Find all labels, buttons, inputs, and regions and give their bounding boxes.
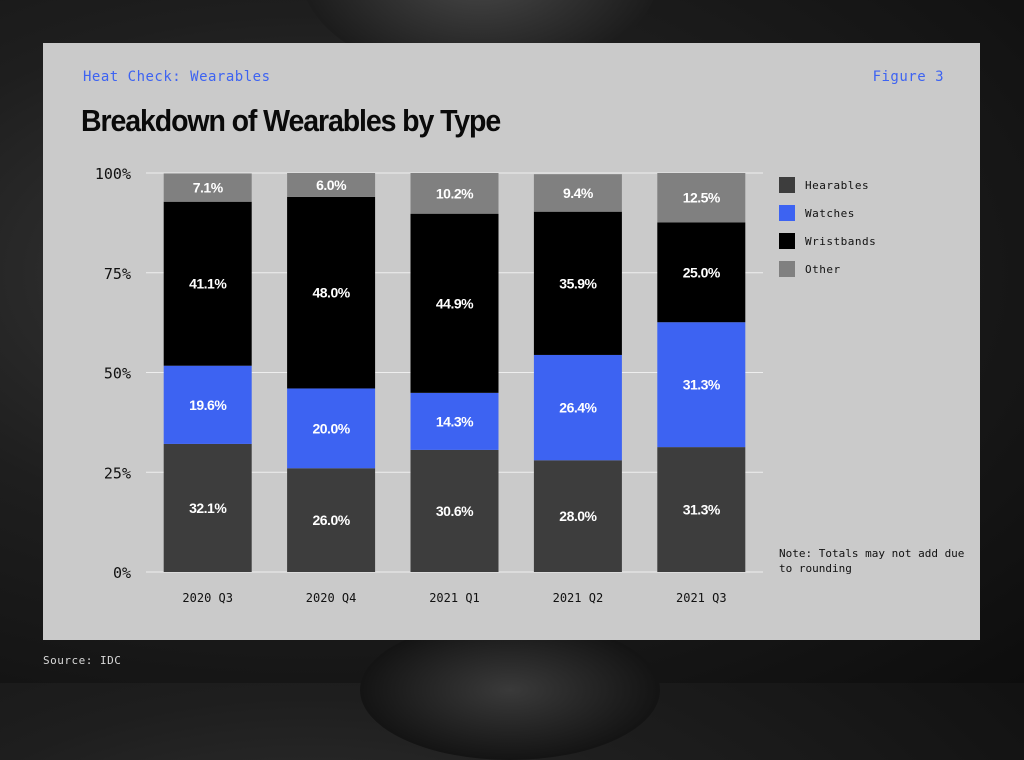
bar-watches [287,388,376,469]
legend-swatch-watches [779,205,795,221]
chart-card: Heat Check: Wearables Figure 3 Breakdown… [43,43,980,640]
bar-other [410,173,499,214]
y-tick-label: 75% [104,265,131,283]
legend-label: Other [805,262,841,276]
data-label: 25.0% [683,264,721,280]
source-label: Source: IDC [43,654,122,667]
legend-label: Wristbands [805,234,877,248]
kicker-label: Heat Check: Wearables [83,69,271,85]
data-label: 28.0% [559,508,597,524]
chart-title: Breakdown of Wearables by Type [81,103,501,138]
bars [163,173,746,572]
y-tick-label: 50% [104,365,131,383]
bar-hearables [657,447,746,572]
bar-wristbands [287,196,376,389]
bar-wristbands [533,211,622,355]
legend-item-hearables: Hearables [779,171,876,199]
legend-label: Hearables [805,178,870,192]
x-tick-label: 2021 Q3 [676,591,727,605]
data-label: 10.2% [436,185,474,201]
x-tick-label: 2021 Q1 [429,591,480,605]
legend-swatch-hearables [779,177,795,193]
legend-item-wristbands: Wristbands [779,227,876,255]
data-label: 19.6% [189,397,227,413]
stacked-bar-chart: 0% 25% 50% 75% 100% 32.1% 19.6% 41.1% 7.1% 2020 … [95,165,763,605]
background-photo-lower [360,620,660,760]
y-tick-label: 100% [95,165,131,183]
legend-label: Watches [805,206,855,220]
data-label: 30.6% [436,503,474,519]
bar-watches [410,392,499,450]
legend: Hearables Watches Wristbands Other [779,171,876,283]
data-label: 41.1% [189,276,227,292]
x-tick-label: 2020 Q4 [306,591,357,605]
figure-label: Figure 3 [872,69,944,85]
y-tick-label: 25% [104,464,131,482]
data-label: 26.4% [559,400,597,416]
bar-wristbands [410,213,499,393]
data-label: 31.3% [683,502,721,518]
data-label: 14.3% [436,413,474,429]
data-label: 12.5% [683,190,721,206]
legend-item-other: Other [779,255,876,283]
legend-swatch-wristbands [779,233,795,249]
bar-watches [657,322,746,448]
data-label: 44.9% [436,295,474,311]
data-label: 32.1% [189,500,227,516]
bar-hearables [163,443,252,572]
x-tick-label: 2021 Q2 [553,591,604,605]
data-label: 26.0% [312,512,350,528]
bar-other [657,173,746,223]
rounding-note: Note: Totals may not add due to rounding [779,547,965,575]
bar-other [287,173,376,197]
bar-wristbands [657,222,746,323]
data-label: 48.0% [312,285,350,301]
bar-wristbands [163,201,252,366]
bar-other [533,174,622,212]
data-label: 6.0% [316,177,347,193]
data-label: 31.3% [683,377,721,393]
legend-swatch-other [779,261,795,277]
bar-hearables [410,449,499,572]
y-tick-label: 0% [113,564,131,582]
bar-watches [163,365,252,444]
legend-item-watches: Watches [779,199,876,227]
data-label: 7.1% [193,180,224,196]
x-tick-label: 2020 Q3 [182,591,233,605]
bar-hearables [533,460,622,572]
bar-watches [533,354,622,461]
data-label: 35.9% [559,275,597,291]
data-labels: 32.1% 19.6% 41.1% 7.1% 2020 Q3 26.0% 20.0% 48.0… [182,177,726,605]
bar-other [163,173,252,202]
data-label: 9.4% [563,185,594,201]
bar-hearables [287,468,376,572]
data-label: 20.0% [312,420,350,436]
